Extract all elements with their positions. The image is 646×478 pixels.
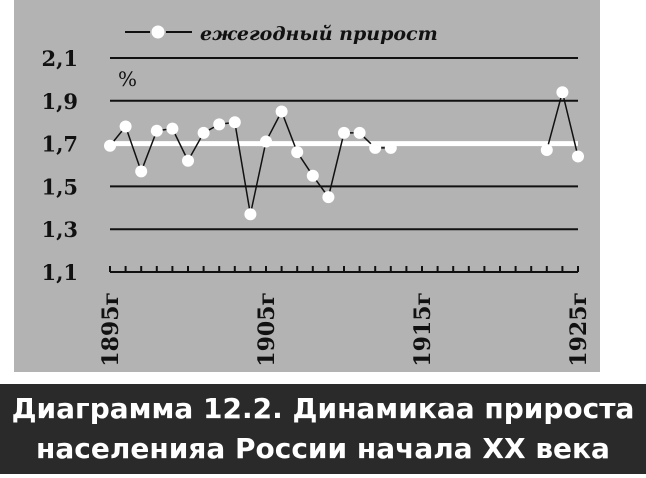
data-point bbox=[572, 150, 584, 163]
data-point bbox=[322, 191, 335, 204]
x-tick-label: 1915г bbox=[410, 292, 436, 367]
data-point bbox=[338, 126, 350, 139]
data-point bbox=[275, 105, 288, 118]
data-point bbox=[166, 122, 179, 135]
y-tick-label: 1,1 bbox=[41, 260, 78, 285]
legend-label: ежегодный прирост bbox=[200, 23, 438, 45]
tick-labels: 2,1 1,9 1,7 1,5 1,3 1,1 1895г 1905г 1915г 1925г bbox=[41, 46, 592, 367]
data-point bbox=[384, 141, 397, 154]
x-tick-label: 1925г bbox=[566, 292, 592, 367]
data-point bbox=[213, 118, 226, 131]
line-chart: 2,1 1,9 1,7 1,5 1,3 1,1 1895г 1905г 1915г 1925г е… bbox=[41, 23, 592, 367]
series-line bbox=[109, 109, 391, 215]
data-point bbox=[556, 86, 569, 99]
caption-line-2: населенияа России начала XX века bbox=[36, 432, 610, 465]
data-point bbox=[540, 144, 553, 157]
legend-marker bbox=[151, 25, 165, 39]
data-point bbox=[306, 169, 319, 182]
data-point bbox=[260, 135, 272, 148]
data-point bbox=[182, 154, 194, 167]
caption-line-1: Диаграмма 12.2. Динамикаа прироста bbox=[11, 392, 635, 425]
data-point bbox=[104, 139, 116, 152]
y-tick-label: 1,9 bbox=[41, 89, 78, 114]
figure-caption: Диаграмма 12.2. Динамикаа прироста насел… bbox=[0, 384, 646, 474]
data-point bbox=[135, 165, 148, 178]
data-point bbox=[353, 126, 366, 139]
series-group bbox=[104, 86, 584, 221]
data-point bbox=[119, 120, 132, 133]
data-point bbox=[150, 124, 163, 137]
y-tick-label: 1,5 bbox=[41, 174, 78, 199]
grid-lines bbox=[110, 57, 578, 273]
data-point bbox=[228, 116, 241, 129]
y-tick-label: 1,3 bbox=[41, 217, 78, 242]
x-tick-label: 1895г bbox=[98, 292, 124, 367]
y-tick-label: 2,1 bbox=[41, 46, 78, 71]
axes bbox=[109, 266, 579, 272]
x-tick-label: 1905г bbox=[254, 292, 280, 367]
data-point bbox=[197, 126, 210, 139]
data-point bbox=[369, 141, 382, 154]
data-point bbox=[291, 146, 304, 159]
y-axis-unit: % bbox=[118, 67, 137, 91]
data-point bbox=[244, 208, 257, 221]
legend: ежегодный прирост bbox=[125, 23, 438, 45]
y-tick-label: 1,7 bbox=[41, 132, 78, 157]
